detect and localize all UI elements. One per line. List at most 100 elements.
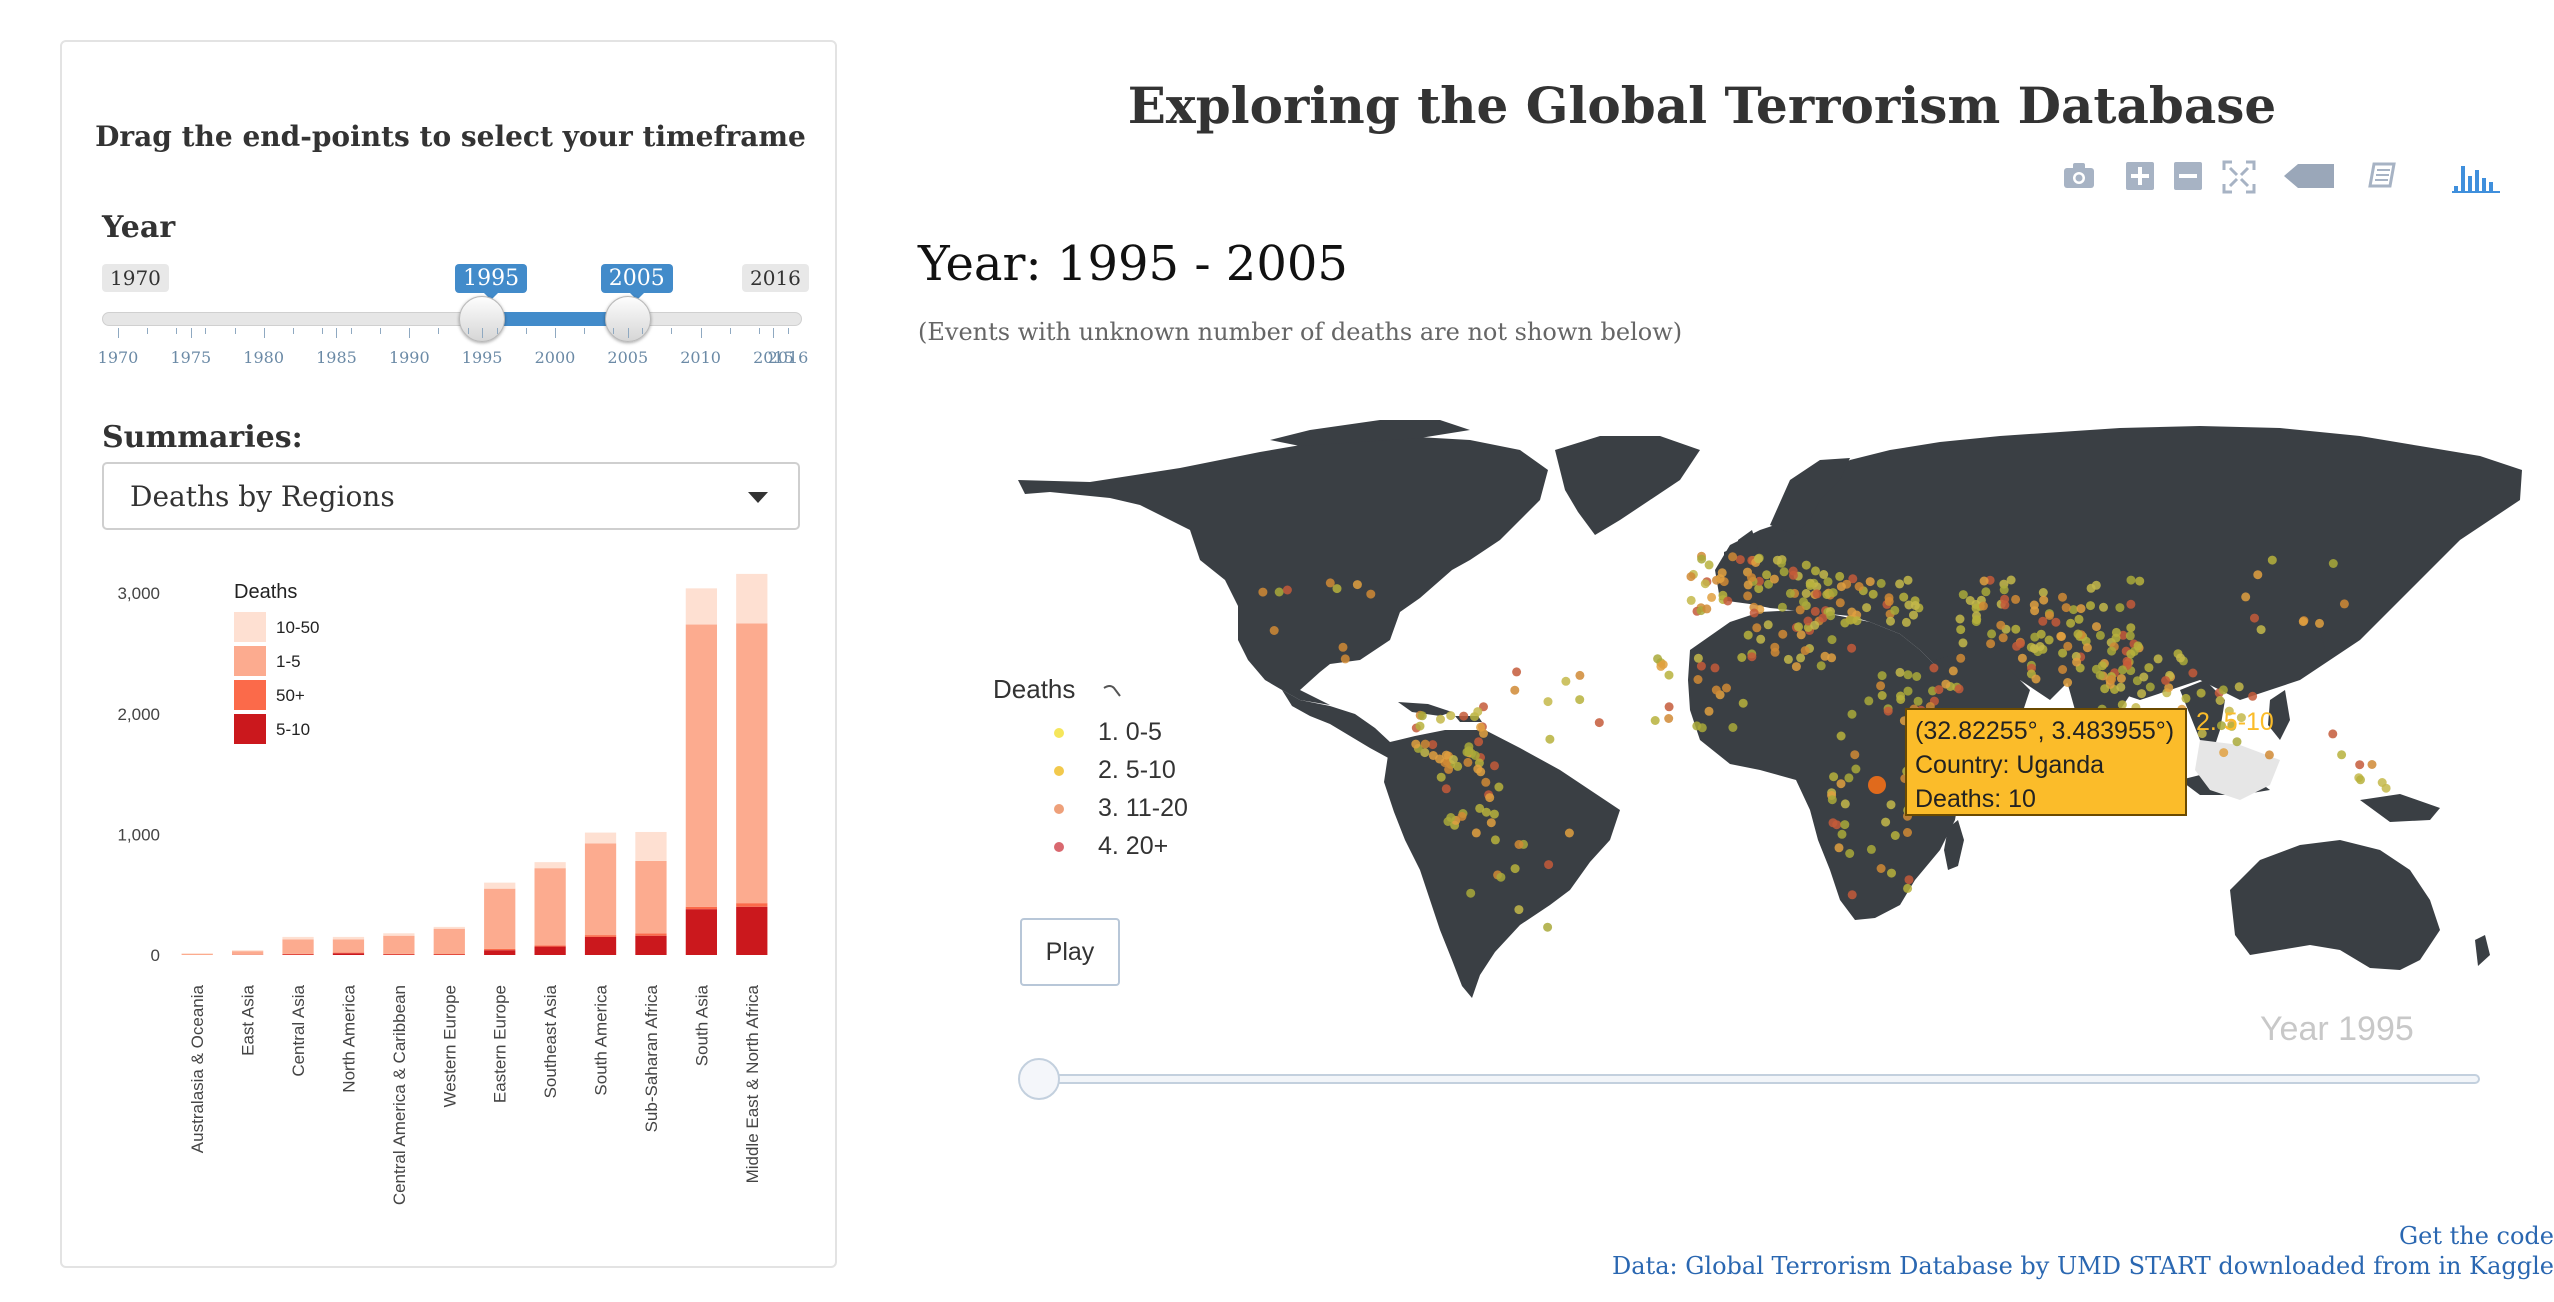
event-marker[interactable] <box>2074 614 2084 624</box>
event-marker[interactable] <box>2017 653 2027 663</box>
event-marker[interactable] <box>2139 672 2149 682</box>
event-marker[interactable] <box>2006 575 2016 585</box>
event-marker[interactable] <box>1998 633 2008 643</box>
event-marker[interactable] <box>2072 657 2082 667</box>
camera-icon[interactable] <box>2062 160 2098 192</box>
event-marker[interactable] <box>1823 577 1833 587</box>
event-marker[interactable] <box>2045 610 2054 620</box>
event-marker[interactable] <box>1711 685 1721 695</box>
event-marker[interactable] <box>1743 591 1753 601</box>
event-marker[interactable] <box>1756 634 1766 644</box>
event-marker[interactable] <box>1575 670 1585 680</box>
event-marker[interactable] <box>1664 702 1674 712</box>
event-marker[interactable] <box>1707 592 1717 602</box>
event-marker[interactable] <box>1411 739 1421 749</box>
event-marker[interactable] <box>1904 600 1914 610</box>
event-marker[interactable] <box>1958 638 1968 648</box>
event-marker[interactable] <box>1415 721 1425 731</box>
event-marker[interactable] <box>2181 693 2191 703</box>
event-marker[interactable] <box>1816 661 1826 671</box>
event-marker[interactable] <box>1986 639 1996 649</box>
event-marker[interactable] <box>1752 623 1762 633</box>
hovered-event-marker[interactable] <box>1868 776 1886 794</box>
event-marker[interactable] <box>2236 713 2246 723</box>
event-marker[interactable] <box>2107 674 2116 684</box>
event-marker[interactable] <box>1594 718 1604 728</box>
event-marker[interactable] <box>1544 860 1554 870</box>
event-marker[interactable] <box>2118 665 2127 675</box>
event-marker[interactable] <box>2066 618 2076 628</box>
event-marker[interactable] <box>1340 654 1350 664</box>
event-marker[interactable] <box>1850 750 1860 760</box>
event-marker[interactable] <box>1514 840 1524 849</box>
event-marker[interactable] <box>1836 779 1846 789</box>
event-marker[interactable] <box>1866 844 1876 854</box>
event-marker[interactable] <box>1965 596 1975 605</box>
event-marker[interactable] <box>2116 682 2126 692</box>
event-marker[interactable] <box>1770 642 1780 652</box>
event-marker[interactable] <box>1864 696 1874 706</box>
event-marker[interactable] <box>2298 617 2308 627</box>
event-marker[interactable] <box>1428 751 1438 760</box>
event-marker[interactable] <box>1769 574 1779 584</box>
event-marker[interactable] <box>1847 709 1857 719</box>
event-marker[interactable] <box>1448 755 1458 764</box>
event-marker[interactable] <box>1827 795 1837 805</box>
event-marker[interactable] <box>1417 711 1427 721</box>
event-marker[interactable] <box>1474 737 1484 747</box>
event-marker[interactable] <box>1862 603 1872 613</box>
event-marker[interactable] <box>1910 601 1920 610</box>
event-marker[interactable] <box>2030 632 2040 642</box>
event-marker[interactable] <box>1489 809 1499 819</box>
event-marker[interactable] <box>1828 588 1838 598</box>
event-marker[interactable] <box>1653 654 1663 664</box>
event-marker[interactable] <box>1436 714 1445 724</box>
event-marker[interactable] <box>1913 696 1923 706</box>
event-marker[interactable] <box>1903 828 1912 837</box>
event-marker[interactable] <box>1510 685 1520 695</box>
hover-compare-icon[interactable] <box>2368 160 2402 190</box>
event-marker[interactable] <box>2232 737 2242 747</box>
event-marker[interactable] <box>1868 589 1878 599</box>
event-marker[interactable] <box>1847 643 1857 653</box>
event-marker[interactable] <box>1948 666 1958 676</box>
event-marker[interactable] <box>2126 575 2136 585</box>
event-marker[interactable] <box>1481 777 1491 787</box>
event-marker[interactable] <box>1441 784 1451 794</box>
event-marker[interactable] <box>1282 585 1292 595</box>
event-marker[interactable] <box>1890 831 1900 840</box>
event-marker[interactable] <box>2145 682 2155 692</box>
event-marker[interactable] <box>1446 711 1456 721</box>
event-marker[interactable] <box>2227 721 2237 731</box>
event-marker[interactable] <box>1836 582 1846 592</box>
event-marker[interactable] <box>1788 570 1798 580</box>
event-marker[interactable] <box>1829 772 1839 782</box>
event-marker[interactable] <box>2133 641 2143 651</box>
event-marker[interactable] <box>1692 721 1702 731</box>
event-marker[interactable] <box>1650 716 1660 725</box>
range-from-handle[interactable] <box>459 296 506 342</box>
event-marker[interactable] <box>1987 629 1997 639</box>
data-source-link[interactable]: Data: Global Terrorism Database by UMD S… <box>1612 1252 2554 1280</box>
event-marker[interactable] <box>1696 661 1706 671</box>
event-marker[interactable] <box>1658 660 1668 669</box>
event-marker[interactable] <box>1805 581 1815 590</box>
event-marker[interactable] <box>1832 820 1842 830</box>
event-marker[interactable] <box>2029 644 2039 654</box>
event-marker[interactable] <box>2164 683 2174 693</box>
event-marker[interactable] <box>1561 676 1571 686</box>
event-marker[interactable] <box>1717 568 1727 578</box>
event-marker[interactable] <box>1972 615 1982 625</box>
event-marker[interactable] <box>1851 764 1861 774</box>
event-marker[interactable] <box>2107 646 2117 656</box>
event-marker[interactable] <box>2197 729 2207 739</box>
event-marker[interactable] <box>1818 613 1828 623</box>
event-marker[interactable] <box>2328 729 2338 739</box>
event-marker[interactable] <box>1865 577 1875 587</box>
event-marker[interactable] <box>2076 604 2086 614</box>
map-legend-label[interactable]: 3. 11-20 <box>1098 794 1188 822</box>
autoscale-icon[interactable] <box>2222 160 2256 194</box>
event-marker[interactable] <box>1996 620 2006 630</box>
event-marker[interactable] <box>1332 584 1342 594</box>
event-marker[interactable] <box>1848 574 1858 584</box>
